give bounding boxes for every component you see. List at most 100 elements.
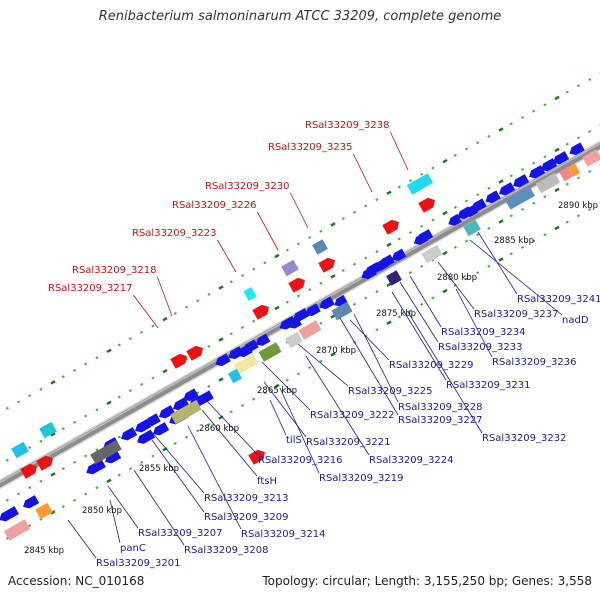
gene-arrow [382, 219, 399, 235]
scale-tick [487, 186, 491, 190]
gene-box [3, 519, 31, 541]
scale-label: 2860 kbp [199, 424, 239, 434]
scale-tick [408, 231, 413, 235]
scale-tick [128, 389, 133, 393]
scale-tick [61, 375, 65, 379]
scale-tick [408, 309, 413, 313]
gene-box [285, 331, 303, 349]
scale-label: 2890 kbp [558, 201, 598, 211]
gene-arrow [145, 413, 161, 427]
scale-tick [274, 253, 280, 259]
leader-line [339, 317, 399, 416]
scale-tick [72, 498, 77, 502]
leader-line [409, 275, 442, 328]
leader-line [290, 192, 309, 229]
gene-arrow [198, 390, 214, 404]
leader-line [407, 311, 483, 434]
scale-tick [554, 95, 560, 101]
scale-tick [464, 239, 469, 243]
gene-arrow [361, 266, 377, 280]
scale-tick [252, 319, 256, 323]
gene-box [505, 186, 535, 210]
gene-arrow [215, 353, 231, 367]
gene-arrow [186, 345, 203, 361]
feature-label: RSal33209_3238 [305, 120, 389, 131]
scale-tick [173, 311, 177, 315]
scale-tick [509, 174, 513, 178]
scale-tick [207, 384, 211, 388]
scale-label: 2845 kbp [24, 546, 64, 556]
gene-box [243, 286, 257, 302]
gene-arrow [20, 463, 37, 479]
scale-tick [296, 372, 301, 376]
leader-line [477, 231, 518, 295]
gene-arrow [485, 190, 501, 204]
scale-tick [308, 236, 312, 240]
gene-arrow [0, 506, 19, 522]
gene-arrow [23, 495, 40, 509]
scale-tick [487, 226, 491, 230]
scale-tick [442, 158, 448, 164]
scale-tick [39, 479, 43, 483]
scale-tick [106, 348, 112, 354]
leader-line [297, 343, 349, 387]
scale-tick [442, 250, 448, 256]
scale-tick [476, 193, 480, 197]
gene-arrow [36, 455, 53, 471]
scale-tick [117, 435, 121, 439]
leader-line [279, 387, 320, 474]
gene-arrow [569, 142, 585, 156]
feature-label: RSal33209_3223 [132, 228, 216, 239]
leader-line [133, 469, 185, 546]
scale-tick [207, 422, 211, 426]
leader-line [437, 261, 475, 310]
scale-tick [509, 122, 513, 126]
gene-arrow [319, 296, 335, 310]
feature-label: RSal33209_3228 [398, 402, 482, 413]
leader-line [455, 288, 493, 358]
gene-arrow [288, 277, 305, 293]
scale-tick [95, 486, 99, 490]
scale-tick [285, 300, 289, 304]
scale-tick [95, 408, 99, 412]
scale-tick [341, 269, 345, 273]
scale-tick [229, 410, 233, 414]
scale-tick [72, 368, 77, 372]
scale-tick [5, 458, 9, 462]
scale-tick [453, 205, 457, 209]
feature-label: RSal33209_3232 [482, 433, 566, 444]
scale-tick [106, 400, 112, 406]
genome-summary-text: Topology: circular; Length: 3,155,250 bp… [262, 574, 592, 588]
scale-tick [285, 378, 289, 382]
scale-tick [576, 84, 581, 88]
scale-tick [476, 141, 480, 145]
scale-tick [532, 201, 536, 205]
leader-line [149, 429, 205, 494]
gene-arrow [513, 174, 530, 188]
scale-tick [476, 233, 480, 237]
gene-arrow [252, 304, 269, 320]
scale-tick [520, 245, 525, 249]
scale-tick [319, 281, 323, 285]
scale-tick [498, 179, 504, 184]
scale-tick [173, 441, 177, 445]
scale-tick [464, 199, 469, 203]
gene-box [331, 301, 353, 321]
scale-label: 2865 kbp [257, 386, 297, 396]
leader-line [151, 439, 205, 513]
feature-labels: 2845 kbp 2850 kbp 2855 kbp 2860 kbp 2865 kbp… [24, 120, 600, 569]
scale-tick [431, 166, 435, 170]
feature-label: RSal33209_3233 [438, 342, 522, 353]
feature-label: RSal33209_3230 [205, 181, 289, 192]
gene-arrow [170, 353, 187, 369]
scale-tick [532, 239, 536, 243]
gene-box [582, 149, 600, 167]
gene-box [298, 320, 322, 340]
scale-tick [453, 245, 457, 249]
gene-arrow [86, 459, 106, 475]
feature-label: RSal33209_3217 [48, 283, 132, 294]
scale-tick [576, 176, 581, 180]
scale-tick [162, 316, 168, 322]
scale-tick [431, 218, 435, 222]
